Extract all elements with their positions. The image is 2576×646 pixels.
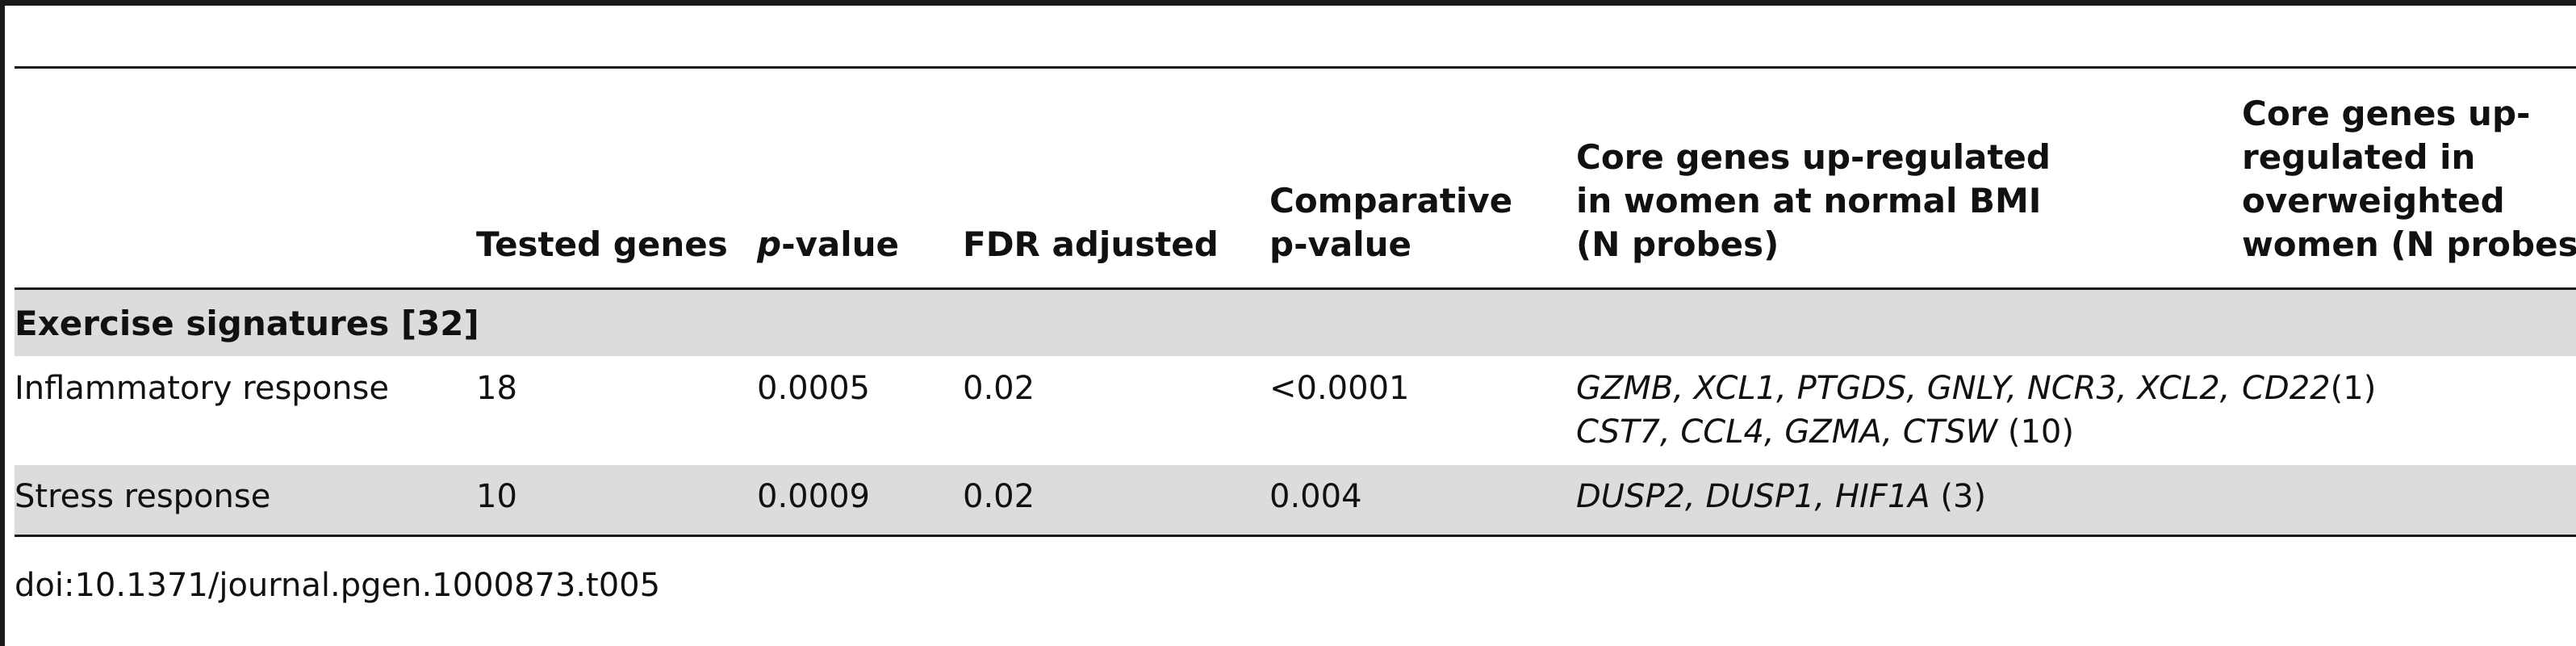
header-p-italic: p <box>757 224 782 264</box>
row-tested-genes: 18 <box>476 370 517 407</box>
row-name: Stress response <box>15 478 271 515</box>
header-p-value: p-value <box>757 223 899 266</box>
row-normal-genes-line1: GZMB, XCL1, PTGDS, GNLY, NCR3, XCL2, <box>1576 370 2231 407</box>
header-comparative-line1: Comparative <box>1269 181 1513 220</box>
header-core-over-line2: regulated in <box>2242 137 2476 177</box>
section-row-background <box>15 290 2576 356</box>
header-core-over-line1: Core genes up- <box>2242 94 2531 133</box>
row-over-count: (1) <box>2330 370 2377 407</box>
table-top-rule <box>15 66 2576 69</box>
doi-caption: doi:10.1371/journal.pgen.1000873.t005 <box>15 567 661 604</box>
row-fdr: 0.02 <box>963 370 1035 407</box>
row-name: Inflammatory response <box>15 370 389 407</box>
row-p-value: 0.0009 <box>757 478 870 515</box>
row-normal-genes-line2: CST7, CCL4, GZMA, CTSW <box>1576 413 1998 451</box>
header-comparative-line2: p-value <box>1269 224 1411 264</box>
row-normal-genes: DUSP2, DUSP1, HIF1A <box>1576 478 1930 515</box>
table-bottom-rule <box>15 535 2576 537</box>
header-core-normal-line2: in women at normal BMI <box>1576 181 2042 220</box>
left-rule <box>0 0 5 646</box>
header-core-over-line4: women (N probes) <box>2242 224 2576 264</box>
row-comparative-p: <0.0001 <box>1269 370 1410 407</box>
row-normal-count: (10) <box>1997 413 2074 451</box>
row-fdr: 0.02 <box>963 478 1035 515</box>
row-tested-genes: 10 <box>476 478 517 515</box>
row-over-genes: CD22 <box>2242 370 2331 407</box>
top-rule <box>0 0 2576 6</box>
section-label: Exercise signatures [32] <box>15 304 479 343</box>
row-p-value: 0.0005 <box>757 370 870 407</box>
header-p-suffix: -value <box>781 224 900 264</box>
row-normal-genes-wrap: DUSP2, DUSP1, HIF1A (3) <box>1576 475 1986 518</box>
header-core-over-line3: overweighted <box>2242 181 2505 220</box>
header-fdr-adjusted: FDR adjusted <box>963 224 1219 264</box>
row-normal-genes-line2-wrap: CST7, CCL4, GZMA, CTSW (10) <box>1576 410 2074 454</box>
row-over-genes-wrap: CD22(1) <box>2242 367 2376 410</box>
header-core-normal-line1: Core genes up-regulated <box>1576 137 2051 177</box>
row-2-background <box>15 465 2576 535</box>
header-core-normal-line3: (N probes) <box>1576 224 1779 264</box>
row-comparative-p: 0.004 <box>1269 478 1362 515</box>
row-normal-count: (3) <box>1930 478 1987 515</box>
header-bottom-rule <box>15 287 2576 290</box>
header-tested-genes: Tested genes <box>476 224 728 264</box>
